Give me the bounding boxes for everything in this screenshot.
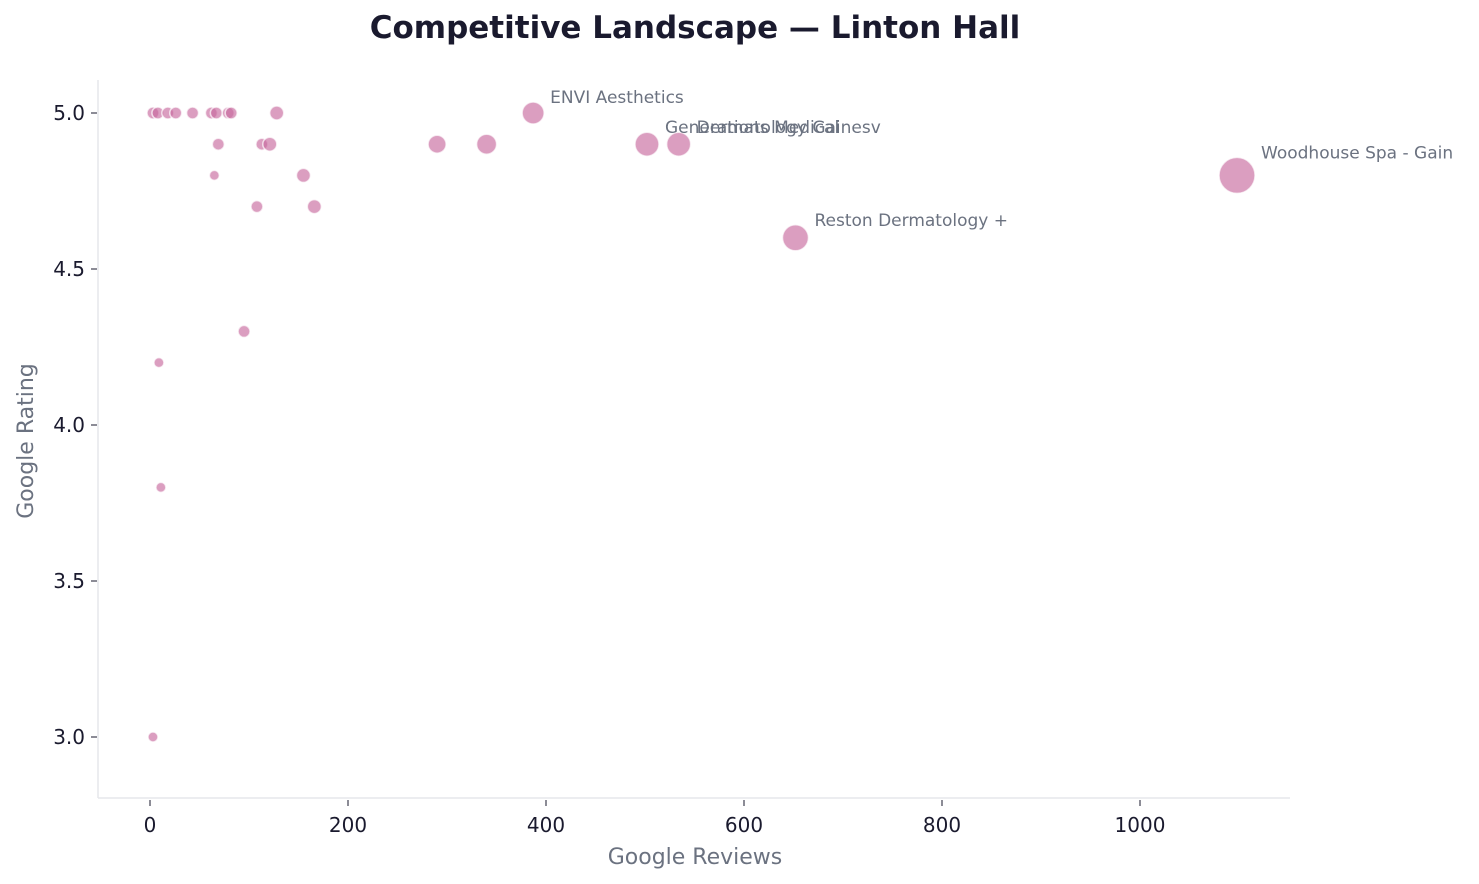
data-point (295, 167, 312, 184)
data-point (209, 106, 224, 120)
y-tick-label: 3.0 (53, 725, 85, 749)
point-label: Dermatology Gainesv (697, 118, 881, 138)
y-tick-label: 4.0 (53, 413, 85, 437)
x-axis-label: Google Reviews (608, 845, 783, 870)
data-point (208, 169, 221, 182)
data-point (168, 106, 183, 120)
x-tick-label: 800 (923, 813, 961, 837)
axes: 0 200 400 600 800 1000 3.0 3.5 4.0 4.5 5.0 (53, 80, 1290, 837)
x-tick-label: 0 (144, 813, 157, 837)
data-point (268, 105, 285, 121)
data-point (153, 356, 165, 369)
y-axis-label: Google Rating (14, 363, 39, 519)
y-tick-label: 5.0 (53, 101, 85, 125)
point-annotations: ENVI Aesthetics Generations MedicalDermat… (550, 88, 1453, 231)
x-tick-label: 200 (329, 813, 367, 837)
point-label: Woodhouse Spa - Gain (1261, 143, 1453, 163)
point-label: Reston Dermatology + (814, 211, 1008, 231)
data-point (250, 199, 264, 214)
x-tick-label: 400 (527, 813, 565, 837)
data-point (155, 481, 167, 494)
y-tick-label: 4.5 (53, 257, 85, 281)
y-tick-label: 3.5 (53, 569, 85, 593)
data-point (521, 101, 545, 125)
data-point (634, 131, 660, 157)
data-point (1218, 156, 1256, 195)
point-label: Generations Medical (665, 118, 839, 138)
point-label: ENVI Aesthetics (550, 88, 684, 108)
data-point (665, 131, 692, 157)
data-point (781, 224, 810, 252)
data-point (224, 106, 238, 120)
chart-title: Competitive Landscape — Linton Hall (369, 10, 1021, 46)
data-point (475, 133, 498, 155)
x-tick-label: 600 (725, 813, 763, 837)
data-point (427, 134, 447, 154)
data-point (211, 137, 226, 151)
data-point (237, 324, 251, 339)
data-point (147, 731, 159, 743)
x-tick-label: 1000 (1115, 813, 1166, 837)
data-point (306, 198, 323, 215)
data-point (185, 106, 200, 120)
data-point (262, 136, 278, 152)
data-points (146, 101, 1256, 743)
